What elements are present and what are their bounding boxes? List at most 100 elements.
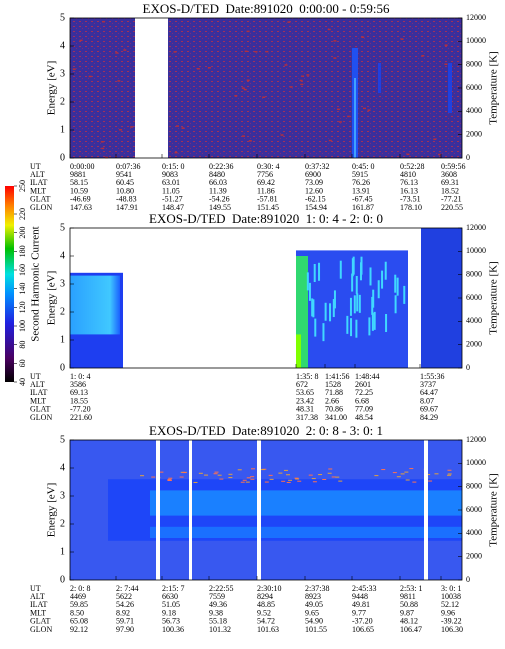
table-cell: 84.29: [420, 413, 438, 422]
colorbar-tick-label: 140: [18, 283, 27, 295]
colorbar-tick-label: 220: [18, 208, 27, 220]
spectrum: [355, 319, 358, 338]
table-row-label: GLON: [30, 625, 52, 634]
table-cell: -67.45: [352, 195, 373, 204]
spectrum: [207, 67, 211, 69]
spectrum: [374, 475, 379, 477]
table-cell: 48.54: [355, 413, 373, 422]
y-tick-label: 1: [60, 334, 65, 345]
table-cell: 106.47: [400, 625, 422, 634]
spectrum: [193, 481, 198, 483]
spectrum: [140, 475, 145, 477]
table-cell: 1: 0: 4: [70, 372, 90, 381]
spectrum: [246, 477, 251, 479]
table-cell: -37.20: [352, 617, 373, 626]
table-cell: 4469: [70, 592, 86, 601]
y2-tick-label: 2000: [466, 339, 482, 348]
table-cell: 341.00: [325, 413, 347, 422]
table-cell: 11.39: [209, 186, 227, 195]
spectrum: [406, 153, 410, 156]
spectrum: [327, 28, 331, 31]
table-cell: 9.52: [257, 608, 271, 617]
table-row-label: ALT: [30, 592, 45, 601]
table-cell: 2:15: 7: [162, 584, 184, 593]
table-cell: 6.68: [355, 396, 369, 405]
table-cell: 8294: [257, 592, 273, 601]
spectrum: [286, 481, 291, 483]
table-cell: 50.88: [400, 600, 418, 609]
table-cell: 2:53: 1: [400, 584, 422, 593]
spectrum: [174, 151, 178, 154]
table-cell: 69.67: [420, 405, 438, 414]
spectrum: [245, 481, 250, 483]
table-cell: 70.86: [325, 405, 343, 414]
table-cell: 2:37:38: [305, 584, 329, 593]
table-cell: 60.45: [116, 178, 134, 187]
y2-axis-label: Temperature [K]: [488, 51, 500, 124]
spectrum: [204, 474, 209, 476]
spectrum: [167, 480, 172, 482]
spectrum: [264, 481, 269, 483]
table-cell: 76.26: [352, 178, 370, 187]
table-cell: 220.55: [441, 203, 463, 212]
spectrum: [349, 297, 352, 316]
spectrum: [306, 74, 310, 76]
table-cell: 2:30:10: [257, 584, 281, 593]
table-row-label: UT: [30, 372, 41, 381]
table-cell: 49.36: [209, 600, 227, 609]
spectrum: [285, 474, 290, 476]
spectrum: [173, 51, 177, 53]
spectrum: [312, 481, 317, 483]
spectrum: [328, 139, 332, 142]
table-cell: 178.10: [400, 203, 422, 212]
y-axis-label: Energy [eV]: [46, 271, 58, 325]
y2-axis-label: Temperature [K]: [488, 261, 500, 334]
spectrum: [338, 121, 342, 123]
table-cell: 4810: [400, 170, 416, 179]
table-cell: 0:30: 4: [257, 162, 279, 171]
spectrum: [355, 275, 358, 294]
y-tick-label: 3: [60, 490, 65, 501]
table-row-label: GLON: [30, 203, 52, 212]
spectrum: [301, 75, 305, 78]
spectrum: [318, 262, 321, 281]
table-cell: 5915: [352, 170, 368, 179]
spectrum: [371, 296, 374, 315]
table-cell: 97.90: [116, 625, 134, 634]
spectrum: [296, 334, 301, 368]
table-cell: 6900: [305, 170, 321, 179]
table-cell: 77.09: [355, 405, 373, 414]
spectrum: [182, 472, 187, 474]
data-gap: [257, 440, 261, 580]
spectrum: [196, 68, 200, 70]
table-cell: 51.05: [162, 600, 180, 609]
table-cell: 8.50: [70, 608, 84, 617]
spectrum: [311, 478, 316, 480]
spectrum: [308, 282, 311, 301]
y2-tick-label: 10000: [466, 36, 486, 45]
table-cell: 71.88: [325, 388, 343, 397]
table-cell: 64.47: [420, 388, 438, 397]
spectrum: [333, 57, 337, 59]
colorbar: Second Harmonic Current: [5, 186, 42, 382]
table-cell: 0:00:00: [70, 162, 94, 171]
table-cell: 101.32: [209, 625, 231, 634]
table-cell: 92.12: [70, 625, 88, 634]
table-row-label: MLT: [30, 396, 46, 405]
table-cell: 148.47: [162, 203, 184, 212]
table-cell: 10.59: [70, 186, 88, 195]
colorbar-gradient: [5, 186, 14, 382]
spectrum: [394, 274, 397, 293]
y2-tick-label: 8000: [466, 269, 482, 278]
spectrum: [404, 471, 409, 473]
spectrum: [250, 468, 255, 470]
spectrum: [421, 55, 425, 57]
data-gap: [408, 228, 421, 368]
spectrum: [400, 473, 405, 475]
data-gap: [135, 18, 168, 158]
spectrum: [313, 263, 316, 282]
y-tick-label: 1: [60, 546, 65, 557]
spectrum: [300, 83, 304, 86]
table-row-label: GLON: [30, 413, 52, 422]
spectrum: [368, 317, 371, 336]
